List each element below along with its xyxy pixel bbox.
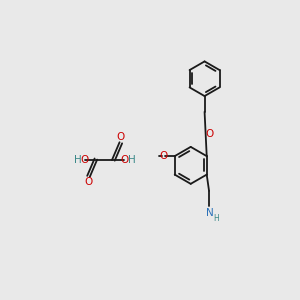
Text: O: O — [206, 129, 214, 139]
Text: H: H — [214, 214, 219, 223]
Text: O: O — [81, 154, 89, 165]
Text: O: O — [160, 151, 168, 161]
Text: O: O — [121, 154, 129, 165]
Text: H: H — [74, 154, 81, 165]
Text: N: N — [206, 208, 213, 218]
Text: O: O — [85, 177, 93, 187]
Text: H: H — [128, 154, 136, 165]
Text: O: O — [117, 132, 125, 142]
